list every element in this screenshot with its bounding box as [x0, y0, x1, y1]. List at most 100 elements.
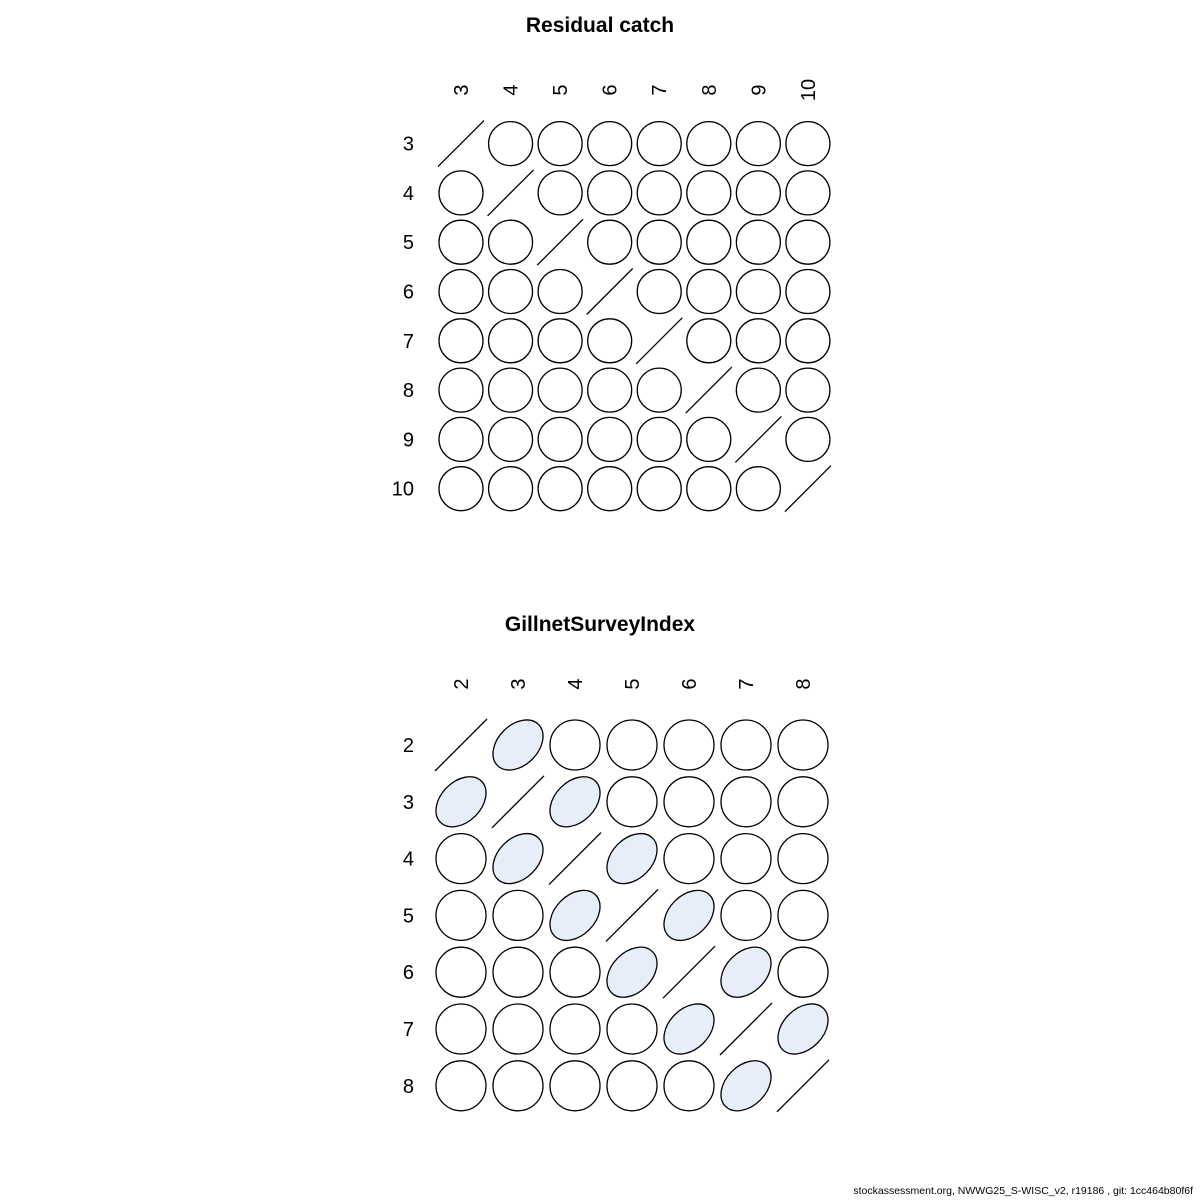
col-label: 10: [798, 79, 820, 101]
row-label: 7: [403, 1019, 414, 1041]
matrix-cell-circle: [537, 466, 583, 512]
matrix-cell-circle: [686, 268, 732, 315]
row-label: 4: [403, 849, 414, 871]
diagonal-slash: [586, 268, 634, 315]
row-label: 7: [403, 331, 414, 353]
matrix-cell-ellipse: [606, 832, 658, 885]
matrix-cell-circle: [606, 1060, 658, 1112]
col-label: 6: [679, 678, 701, 689]
col-label: 8: [699, 84, 721, 95]
matrix-cell-circle: [587, 318, 633, 364]
matrix-cell-circle: [435, 889, 487, 942]
col-label: 5: [622, 678, 644, 689]
row-label: 3: [403, 134, 414, 156]
matrix-cell-circle: [785, 318, 831, 364]
matrix-cell-circle: [487, 416, 534, 463]
matrix-cell-circle: [777, 776, 829, 828]
matrix-cell-circle: [487, 318, 534, 364]
matrix-cell-circle: [720, 832, 772, 885]
diagonal-slash: [434, 718, 488, 772]
chart-title-gillnet-survey-index: GillnetSurveyIndex: [504, 613, 696, 636]
row-label: 6: [403, 962, 414, 984]
matrix-cell-circle: [438, 219, 484, 265]
diagonal-slash: [784, 465, 832, 513]
matrix-cell-circle: [636, 466, 682, 512]
matrix-cell-circle: [686, 219, 732, 265]
diagonal-slash: [605, 888, 659, 942]
matrix-cell-circle: [735, 170, 782, 216]
diagonal-slash: [536, 218, 584, 266]
matrix-cell-circle: [587, 416, 633, 463]
matrix-cell-circle: [549, 1003, 601, 1055]
matrix-cell-circle: [537, 318, 583, 364]
row-label: 6: [403, 282, 414, 304]
matrix-cell-circle: [636, 120, 682, 167]
matrix-panel-0: 3 4 5 6 7 8 9 10 3 4 5 6 7 8 9 10: [392, 79, 832, 513]
matrix-cell-circle: [686, 416, 732, 463]
matrix-cell-circle: [492, 889, 544, 942]
matrix-cell-circle: [636, 367, 682, 413]
matrix-cell-ellipse: [492, 832, 544, 885]
matrix-panel-1: 2 3 4 5 6 7 8 2 3 4 5 6 7 8: [403, 678, 830, 1113]
matrix-cell-circle: [587, 170, 633, 216]
diagonal-slash: [487, 169, 535, 217]
row-label: 3: [403, 792, 414, 814]
diagonal-slash: [734, 415, 782, 463]
matrix-cell-circle: [487, 219, 534, 265]
matrix-cell-circle: [735, 219, 782, 265]
matrix-cell-circle: [435, 1003, 487, 1055]
matrix-cell-circle: [438, 170, 484, 216]
col-label: 2: [451, 678, 473, 689]
matrix-cell-circle: [487, 367, 534, 413]
col-label: 3: [451, 84, 473, 95]
col-label: 7: [736, 678, 758, 689]
row-label: 9: [403, 429, 414, 451]
diagonal-slash: [548, 832, 602, 886]
matrix-cell-circle: [777, 889, 829, 942]
matrix-cell-circle: [487, 466, 534, 512]
matrix-cell-circle: [735, 120, 782, 167]
row-label: 10: [392, 479, 414, 501]
row-label: 4: [403, 183, 414, 205]
matrix-cell-circle: [720, 776, 772, 828]
matrix-cell-circle: [438, 416, 484, 463]
matrix-cell-ellipse: [720, 946, 772, 998]
matrix-cell-circle: [606, 776, 658, 828]
diagonal-slash: [662, 945, 716, 999]
col-label: 4: [501, 84, 523, 95]
matrix-cell-ellipse: [663, 889, 715, 942]
matrix-cell-circle: [587, 367, 633, 413]
matrix-cell-circle: [785, 219, 831, 265]
matrix-cell-circle: [785, 120, 831, 167]
matrix-cell-circle: [587, 120, 633, 167]
row-label: 5: [403, 905, 414, 927]
matrix-cell-circle: [785, 367, 831, 413]
row-label: 8: [403, 380, 414, 402]
matrix-cell-circle: [663, 832, 715, 885]
matrix-cell-circle: [686, 120, 732, 167]
matrix-cell-circle: [663, 1060, 715, 1112]
matrix-cell-circle: [438, 367, 484, 413]
matrix-cell-circle: [663, 776, 715, 828]
diagonal-slash: [776, 1059, 830, 1113]
matrix-cell-circle: [663, 719, 715, 771]
matrix-cell-circle: [785, 268, 831, 315]
matrix-cell-ellipse: [549, 776, 601, 828]
matrix-cell-circle: [438, 466, 484, 512]
matrix-cell-circle: [636, 170, 682, 216]
matrix-cell-ellipse: [777, 1003, 829, 1055]
matrix-cell-circle: [537, 416, 583, 463]
matrix-cell-circle: [487, 268, 534, 315]
matrix-cell-ellipse: [435, 776, 487, 828]
matrix-cell-circle: [587, 466, 633, 512]
matrix-cell-circle: [435, 1060, 487, 1112]
matrix-cell-ellipse: [492, 719, 544, 771]
col-label: 7: [649, 84, 671, 95]
matrix-cell-circle: [549, 946, 601, 998]
row-label: 8: [403, 1076, 414, 1098]
col-label: 9: [748, 84, 770, 95]
matrix-cell-circle: [492, 1003, 544, 1055]
matrix-cell-circle: [720, 889, 772, 942]
